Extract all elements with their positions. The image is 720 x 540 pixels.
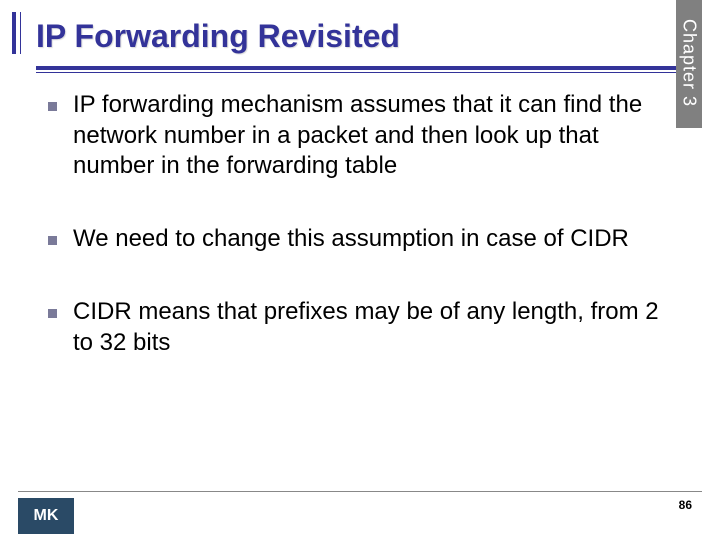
- slide-container: IP Forwarding Revisited Chapter 3 IP for…: [0, 0, 720, 540]
- logo-text: MK: [34, 507, 59, 525]
- slide-title: IP Forwarding Revisited: [36, 18, 650, 61]
- bullet-text: IP forwarding mechanism assumes that it …: [73, 90, 670, 182]
- bullet-text: We need to change this assumption in cas…: [73, 224, 629, 255]
- list-item: IP forwarding mechanism assumes that it …: [48, 90, 670, 182]
- content-area: IP forwarding mechanism assumes that it …: [48, 90, 670, 400]
- footer-divider: [18, 491, 702, 492]
- list-item: We need to change this assumption in cas…: [48, 224, 670, 255]
- page-number: 86: [679, 498, 692, 512]
- title-accent-bars: [12, 12, 26, 54]
- list-item: CIDR means that prefixes may be of any l…: [48, 297, 670, 358]
- chapter-label: Chapter 3: [679, 19, 700, 107]
- bullet-icon: [48, 236, 57, 245]
- publisher-logo: MK: [18, 498, 74, 534]
- bullet-text: CIDR means that prefixes may be of any l…: [73, 297, 670, 358]
- bullet-icon: [48, 309, 57, 318]
- title-area: IP Forwarding Revisited: [36, 18, 650, 61]
- chapter-tab: Chapter 3: [676, 0, 702, 128]
- title-underline: [36, 66, 684, 70]
- bullet-icon: [48, 102, 57, 111]
